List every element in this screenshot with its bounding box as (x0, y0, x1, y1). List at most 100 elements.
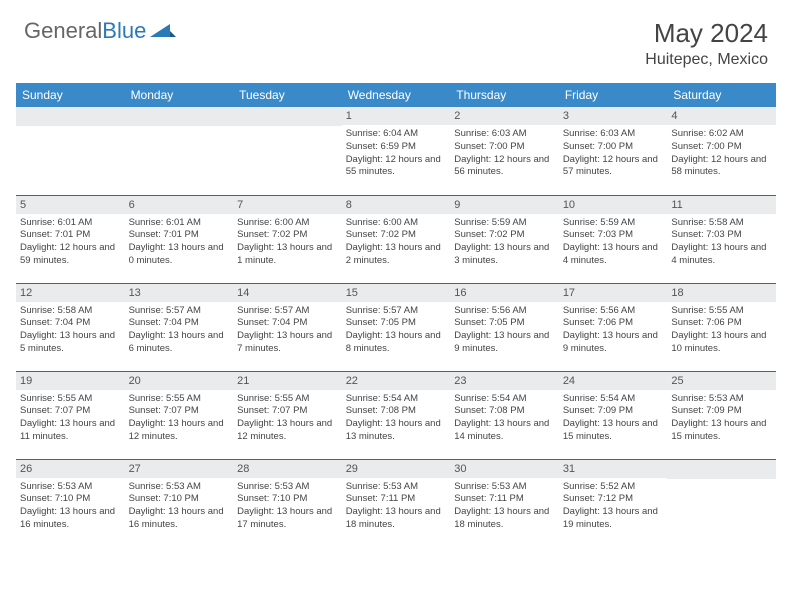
day-info: Sunrise: 5:55 AMSunset: 7:06 PMDaylight:… (671, 305, 772, 356)
weekday-header: Monday (125, 83, 234, 107)
day-number: 14 (233, 284, 342, 302)
sunrise-line: Sunrise: 5:55 AM (20, 393, 121, 406)
day-number: 11 (667, 196, 776, 214)
weekday-header: Tuesday (233, 83, 342, 107)
day-info: Sunrise: 5:54 AMSunset: 7:08 PMDaylight:… (454, 393, 555, 444)
sunset-line: Sunset: 7:10 PM (20, 493, 121, 506)
day-number: 9 (450, 196, 559, 214)
sunset-line: Sunset: 7:08 PM (454, 405, 555, 418)
sunrise-line: Sunrise: 5:57 AM (129, 305, 230, 318)
sunrise-line: Sunrise: 5:54 AM (454, 393, 555, 406)
day-number: 6 (125, 196, 234, 214)
sunrise-line: Sunrise: 5:54 AM (346, 393, 447, 406)
sunrise-line: Sunrise: 5:58 AM (671, 217, 772, 230)
sunset-line: Sunset: 7:10 PM (237, 493, 338, 506)
day-number: 27 (125, 460, 234, 478)
day-number: 2 (450, 107, 559, 125)
daylight-line: Daylight: 13 hours and 3 minutes. (454, 242, 555, 268)
sunset-line: Sunset: 7:03 PM (671, 229, 772, 242)
calendar-week-row: 26Sunrise: 5:53 AMSunset: 7:10 PMDayligh… (16, 459, 776, 547)
sunset-line: Sunset: 7:07 PM (237, 405, 338, 418)
daylight-line: Daylight: 12 hours and 57 minutes. (563, 154, 664, 180)
sunrise-line: Sunrise: 6:03 AM (454, 128, 555, 141)
sunset-line: Sunset: 7:09 PM (563, 405, 664, 418)
day-info: Sunrise: 5:57 AMSunset: 7:05 PMDaylight:… (346, 305, 447, 356)
calendar-day-cell: 23Sunrise: 5:54 AMSunset: 7:08 PMDayligh… (450, 371, 559, 459)
sunrise-line: Sunrise: 5:56 AM (454, 305, 555, 318)
sunrise-line: Sunrise: 6:02 AM (671, 128, 772, 141)
sunrise-line: Sunrise: 5:53 AM (20, 481, 121, 494)
calendar-day-cell (667, 459, 776, 547)
day-info: Sunrise: 5:58 AMSunset: 7:03 PMDaylight:… (671, 217, 772, 268)
day-info: Sunrise: 5:59 AMSunset: 7:02 PMDaylight:… (454, 217, 555, 268)
daylight-line: Daylight: 13 hours and 13 minutes. (346, 418, 447, 444)
calendar-day-cell: 31Sunrise: 5:52 AMSunset: 7:12 PMDayligh… (559, 459, 668, 547)
sunrise-line: Sunrise: 6:01 AM (129, 217, 230, 230)
day-number: 10 (559, 196, 668, 214)
calendar-day-cell: 1Sunrise: 6:04 AMSunset: 6:59 PMDaylight… (342, 107, 451, 195)
daylight-line: Daylight: 13 hours and 16 minutes. (20, 506, 121, 532)
sunset-line: Sunset: 7:07 PM (20, 405, 121, 418)
sunset-line: Sunset: 7:00 PM (563, 141, 664, 154)
day-number: 15 (342, 284, 451, 302)
day-info: Sunrise: 5:53 AMSunset: 7:10 PMDaylight:… (129, 481, 230, 532)
sunset-line: Sunset: 7:06 PM (563, 317, 664, 330)
sunrise-line: Sunrise: 5:53 AM (346, 481, 447, 494)
daylight-line: Daylight: 13 hours and 18 minutes. (454, 506, 555, 532)
daylight-line: Daylight: 12 hours and 56 minutes. (454, 154, 555, 180)
sunrise-line: Sunrise: 5:59 AM (454, 217, 555, 230)
daylight-line: Daylight: 13 hours and 15 minutes. (671, 418, 772, 444)
calendar-day-cell: 13Sunrise: 5:57 AMSunset: 7:04 PMDayligh… (125, 283, 234, 371)
calendar-day-cell: 27 Sunrise: 5:53 AMSunset: 7:10 PMDayligh… (125, 459, 234, 547)
brand-part1: General (24, 18, 102, 43)
sunrise-line: Sunrise: 5:53 AM (454, 481, 555, 494)
sunset-line: Sunset: 7:11 PM (346, 493, 447, 506)
calendar-week-row: 19Sunrise: 5:55 AMSunset: 7:07 PMDayligh… (16, 371, 776, 459)
daylight-line: Daylight: 13 hours and 9 minutes. (563, 330, 664, 356)
day-info: Sunrise: 5:53 AMSunset: 7:10 PMDaylight:… (237, 481, 338, 532)
sunset-line: Sunset: 7:02 PM (346, 229, 447, 242)
sunset-line: Sunset: 7:00 PM (454, 141, 555, 154)
daylight-line: Daylight: 12 hours and 58 minutes. (671, 154, 772, 180)
day-number: 4 (667, 107, 776, 125)
daylight-line: Daylight: 13 hours and 12 minutes. (129, 418, 230, 444)
calendar-day-cell: 18Sunrise: 5:55 AMSunset: 7:06 PMDayligh… (667, 283, 776, 371)
calendar-day-cell: 3Sunrise: 6:03 AMSunset: 7:00 PMDaylight… (559, 107, 668, 195)
day-info: Sunrise: 5:58 AMSunset: 7:04 PMDaylight:… (20, 305, 121, 356)
title-block: May 2024 Huitepec, Mexico (645, 18, 768, 69)
calendar-day-cell (233, 107, 342, 195)
weekday-header: Thursday (450, 83, 559, 107)
day-info: Sunrise: 5:57 AMSunset: 7:04 PMDaylight:… (129, 305, 230, 356)
calendar-day-cell: 15 Sunrise: 5:57 AMSunset: 7:05 PMDayligh… (342, 283, 451, 371)
day-number: 5 (16, 196, 125, 214)
day-info: Sunrise: 6:00 AMSunset: 7:02 PMDaylight:… (237, 217, 338, 268)
weekday-header: Sunday (16, 83, 125, 107)
brand-part2: Blue (102, 18, 146, 43)
day-number: 31 (559, 460, 668, 478)
sunset-line: Sunset: 7:05 PM (346, 317, 447, 330)
sunrise-line: Sunrise: 5:54 AM (563, 393, 664, 406)
sunset-line: Sunset: 7:02 PM (237, 229, 338, 242)
daylight-line: Daylight: 13 hours and 7 minutes. (237, 330, 338, 356)
calendar-day-cell: 11 Sunrise: 5:58 AMSunset: 7:03 PMDayligh… (667, 195, 776, 283)
empty-day-header (125, 107, 234, 126)
day-info: Sunrise: 5:56 AMSunset: 7:05 PMDaylight:… (454, 305, 555, 356)
sunset-line: Sunset: 7:09 PM (671, 405, 772, 418)
calendar-day-cell: 21Sunrise: 5:55 AMSunset: 7:07 PMDayligh… (233, 371, 342, 459)
day-info: Sunrise: 5:54 AMSunset: 7:08 PMDaylight:… (346, 393, 447, 444)
calendar-day-cell: 30Sunrise: 5:53 AMSunset: 7:11 PMDayligh… (450, 459, 559, 547)
day-number: 28 (233, 460, 342, 478)
sunrise-line: Sunrise: 5:52 AM (563, 481, 664, 494)
sunset-line: Sunset: 7:11 PM (454, 493, 555, 506)
location-subtitle: Huitepec, Mexico (645, 51, 768, 69)
day-info: Sunrise: 6:01 AMSunset: 7:01 PMDaylight:… (129, 217, 230, 268)
day-number: 1 (342, 107, 451, 125)
day-info: Sunrise: 6:00 AMSunset: 7:02 PMDaylight:… (346, 217, 447, 268)
day-info: Sunrise: 6:02 AMSunset: 7:00 PMDaylight:… (671, 128, 772, 179)
brand-text: GeneralBlue (24, 18, 146, 44)
day-info: Sunrise: 5:53 AMSunset: 7:11 PMDaylight:… (454, 481, 555, 532)
daylight-line: Daylight: 13 hours and 17 minutes. (237, 506, 338, 532)
calendar-day-cell: 4 Sunrise: 6:02 AMSunset: 7:00 PMDaylight… (667, 107, 776, 195)
calendar-header-row: SundayMondayTuesdayWednesdayThursdayFrid… (16, 83, 776, 107)
day-number: 7 (233, 196, 342, 214)
